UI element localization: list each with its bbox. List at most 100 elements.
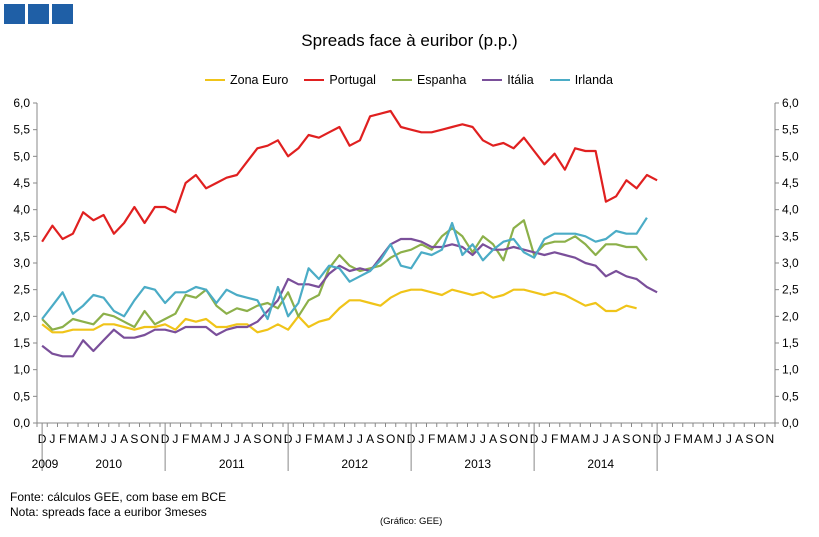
x-tick-label-month: J	[224, 432, 230, 446]
chart-footer: Fonte: cálculos GEE, com base em BCE Not…	[10, 490, 226, 520]
chart-title: Spreads face à euribor (p.p.)	[301, 31, 518, 50]
y-tick-label-right: 1,5	[782, 336, 799, 350]
x-tick-label-month: F	[182, 432, 189, 446]
legend-label: Portugal	[329, 73, 376, 87]
series-line-zona-euro	[41, 288, 637, 334]
logo-square	[4, 4, 25, 24]
x-tick-label-month: A	[448, 432, 456, 446]
x-tick-label-month: J	[172, 432, 178, 446]
x-tick-label-month: N	[151, 432, 160, 446]
x-tick-label-month: S	[622, 432, 630, 446]
legend-swatch	[482, 79, 503, 81]
x-tick-label-month: F	[59, 432, 66, 446]
x-tick-label-month: M	[334, 432, 344, 446]
x-tick-label-month: A	[243, 432, 251, 446]
x-tick-label-month: N	[643, 432, 652, 446]
x-tick-label-month: J	[49, 432, 55, 446]
y-tick-label-right: 0,0	[782, 416, 799, 430]
x-tick-label-month: M	[560, 432, 570, 446]
legend-swatch	[205, 79, 225, 81]
x-tick-label-month: A	[489, 432, 497, 446]
x-tick-label-year: 2013	[464, 457, 491, 471]
x-tick-label-month: J	[295, 432, 301, 446]
source-note: Fonte: cálculos GEE, com base em BCE	[10, 490, 227, 504]
x-tick-label-month: A	[735, 432, 743, 446]
legend-item: Portugal	[304, 73, 376, 87]
legend-item: Itália	[482, 73, 534, 87]
x-tick-label-month: J	[418, 432, 424, 446]
x-tick-label-month: A	[202, 432, 210, 446]
y-tick-label-right: 5,5	[782, 123, 799, 137]
y-tick-label-left: 1,0	[13, 363, 30, 377]
y-tick-label-right: 4,5	[782, 176, 799, 190]
x-tick-label-month: J	[716, 432, 722, 446]
x-tick-label-month: M	[683, 432, 693, 446]
x-tick-label-year: 2010	[95, 457, 122, 471]
y-tick-label-left: 2,5	[13, 283, 30, 297]
legend-item: Irlanda	[549, 73, 613, 87]
x-tick-label-month: J	[234, 432, 240, 446]
y-tick-label-right: 4,0	[782, 203, 799, 217]
legend-label: Itália	[507, 73, 534, 87]
x-tick-label-month: J	[347, 432, 353, 446]
chart-credit: (Gráfico: GEE)	[380, 516, 443, 527]
x-tick-label-month: O	[509, 432, 518, 446]
x-tick-label-year: 2014	[587, 457, 614, 471]
x-tick-label-month: M	[314, 432, 324, 446]
y-tick-label-right: 5,0	[782, 149, 799, 163]
x-tick-label-month: O	[632, 432, 641, 446]
x-tick-label-month: A	[120, 432, 128, 446]
x-tick-label-month: O	[755, 432, 764, 446]
y-tick-label-left: 5,5	[13, 123, 30, 137]
x-tick-label-month: A	[79, 432, 87, 446]
x-tick-label-month: J	[603, 432, 609, 446]
legend-label: Zona Euro	[230, 73, 289, 87]
x-tick-label-month: J	[541, 432, 547, 446]
x-tick-label-month: M	[457, 432, 467, 446]
x-tick-label-month: A	[571, 432, 579, 446]
x-tick-label-year: 2011	[219, 457, 245, 471]
x-tick-label-month: M	[703, 432, 713, 446]
x-tick-label-month: J	[111, 432, 117, 446]
legend-label: Irlanda	[574, 73, 613, 87]
y-tick-label-left: 0,0	[13, 416, 30, 430]
x-tick-label-year: 2012	[341, 457, 368, 471]
x-tick-label-month: N	[397, 432, 406, 446]
three-blue-squares-logo-icon	[4, 4, 73, 24]
x-tick-label-month: M	[88, 432, 98, 446]
x-tick-label-month: S	[745, 432, 753, 446]
legend-label: Espanha	[416, 73, 467, 87]
x-tick-label-month: N	[766, 432, 775, 446]
y-tick-label-left: 4,5	[13, 176, 30, 190]
x-tick-label-month: O	[140, 432, 149, 446]
y-tick-label-right: 3,0	[782, 256, 799, 270]
y-tick-label-left: 2,0	[13, 309, 30, 323]
x-tick-label-month: M	[437, 432, 447, 446]
y-tick-label-left: 4,0	[13, 203, 30, 217]
x-tick-label-month: F	[551, 432, 558, 446]
y-tick-label-right: 6,0	[782, 96, 799, 110]
x-tick-label-month: A	[325, 432, 333, 446]
x-tick-label-month: O	[263, 432, 272, 446]
series-line-portugal	[41, 109, 658, 243]
y-tick-label-left: 3,0	[13, 256, 30, 270]
x-tick-label-month: S	[253, 432, 261, 446]
x-tick-label-month: J	[480, 432, 486, 446]
x-tick-label-month: F	[674, 432, 681, 446]
y-tick-label-left: 5,0	[13, 149, 30, 163]
x-tick-label-month: M	[68, 432, 78, 446]
x-tick-label-month: J	[664, 432, 670, 446]
series-line-irlanda	[41, 217, 648, 321]
logo-square	[52, 4, 73, 24]
y-tick-label-right: 1,0	[782, 363, 799, 377]
x-tick-label-month: J	[470, 432, 476, 446]
x-tick-label-year: 2009	[32, 457, 59, 471]
x-tick-label-month: S	[376, 432, 384, 446]
series-line-espanha	[41, 219, 648, 331]
x-tick-label-month: S	[499, 432, 507, 446]
x-tick-label-month: J	[357, 432, 363, 446]
x-tick-label-month: A	[366, 432, 374, 446]
x-tick-label-month: J	[593, 432, 599, 446]
x-tick-label-month: F	[428, 432, 435, 446]
